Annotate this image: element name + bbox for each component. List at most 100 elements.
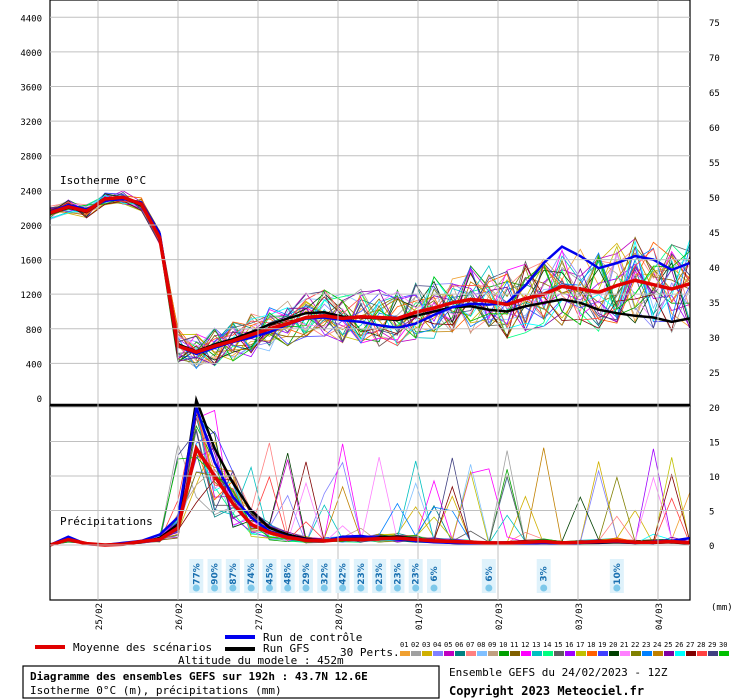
snow-probability-text: 77% [192, 563, 202, 585]
x-date-label: 04/03 [655, 603, 665, 630]
member-legend-label: 19 [598, 641, 606, 649]
member-line-upper [49, 201, 691, 364]
precip-label: Précipitations [60, 515, 153, 528]
member-legend-label: 08 [477, 641, 485, 649]
snowflake-icon [211, 584, 219, 592]
y-right-tick-label: 40 [709, 264, 720, 274]
member-legend: 01 02 03 04 05 06 07 08 09 10 11 12 13 14 15 16 17 18 19 20… [400, 641, 729, 656]
snowflake-icon [485, 584, 493, 592]
member-legend-label: 05 [444, 641, 452, 649]
series-line-upper [49, 197, 691, 356]
snow-probability-bg [262, 559, 277, 593]
member-legend-label: 30 [719, 641, 727, 649]
member-line-upper [49, 199, 691, 358]
ensemble-members-upper [49, 190, 691, 370]
member-legend-swatch [620, 651, 630, 656]
snowflake-icon [339, 584, 347, 592]
y-left-tick-label: 3200 [20, 118, 42, 128]
footer-box [22, 665, 440, 699]
member-legend-swatch [719, 651, 729, 656]
member-line-upper [49, 198, 691, 369]
main-series [49, 195, 691, 547]
member-legend-label: 25 [664, 641, 672, 649]
snow-probability-bg [372, 559, 387, 593]
snow-probability-bg [317, 559, 332, 593]
axes: 0400800120016002000240028003200360040004… [20, 0, 720, 630]
y-right-tick-label: 65 [709, 89, 720, 99]
snowflake-icon [247, 584, 255, 592]
member-legend-swatch [411, 651, 421, 656]
y-left-tick-label: 1600 [20, 257, 42, 267]
snowflake-icon [192, 584, 200, 592]
snow-probability-bg [390, 559, 405, 593]
snow-probability-row: 77% 90% 87% 74% 45% 48% 29% 32% 42% 23% 23% 23% 23% 6… [189, 559, 624, 593]
y-right-tick-label: 45 [709, 229, 720, 239]
member-legend-label: 02 [411, 641, 419, 649]
x-date-label: 27/02 [255, 603, 265, 630]
y-right-tick-label: 50 [709, 194, 720, 204]
member-line-lower [49, 461, 691, 546]
member-legend-label: 04 [433, 641, 441, 649]
member-legend-label: 29 [708, 641, 716, 649]
snowflake-icon [412, 584, 420, 592]
snowflake-icon [393, 584, 401, 592]
member-line-upper [49, 195, 691, 366]
y-right-tick-label: 25 [709, 369, 720, 379]
member-line-lower [49, 446, 691, 546]
snowflake-icon [265, 584, 273, 592]
y-left-tick-label: 4400 [20, 14, 42, 24]
x-date-label: 01/03 [415, 603, 425, 630]
snow-probability-text: 3% [540, 566, 550, 581]
lower-panel-frame [49, 405, 691, 601]
y-right-tick-label: 35 [709, 299, 720, 309]
legend-mean: Moyenne des scénarios [73, 641, 212, 654]
y-right-tick-label: 70 [709, 54, 720, 64]
member-legend-label: 23 [642, 641, 650, 649]
snow-probability-bg [280, 559, 295, 593]
member-legend-label: 17 [576, 641, 584, 649]
member-legend-swatch [587, 651, 597, 656]
y-left-tick-label: 2800 [20, 153, 42, 163]
y-left-tick-label: 2400 [20, 187, 42, 197]
snowflake-icon [357, 584, 365, 592]
y-left-tick-label: 3600 [20, 84, 42, 94]
member-line-upper [49, 197, 691, 362]
snow-probability-text: 23% [357, 563, 367, 585]
snow-probability-bg [536, 559, 551, 593]
member-legend-swatch [521, 651, 531, 656]
snow-probability-bg [353, 559, 368, 593]
snow-probability-bg [609, 559, 624, 593]
snow-probability-text: 90% [211, 563, 221, 585]
snow-probability-bg [189, 559, 204, 593]
member-legend-swatch [664, 651, 674, 656]
legend: Moyenne des scénarios Run de contrôle Ru… [35, 631, 729, 667]
member-legend-swatch [609, 651, 619, 656]
y-left-tick-label: 2000 [20, 222, 42, 232]
y-right-tick-label: 60 [709, 124, 720, 134]
member-legend-swatch [686, 651, 696, 656]
member-line-upper [49, 194, 691, 365]
member-legend-label: 12 [521, 641, 529, 649]
snow-probability-bg [225, 559, 240, 593]
y-left-tick-label: 4000 [20, 49, 42, 59]
series-line-lower [49, 444, 691, 547]
snow-probability-bg [427, 559, 441, 593]
member-legend-label: 21 [620, 641, 628, 649]
footer-copyright: Copyright 2023 Meteociel.fr [449, 684, 644, 698]
member-legend-swatch [433, 651, 443, 656]
member-legend-label: 24 [653, 641, 661, 649]
snow-probability-text: 23% [412, 563, 422, 585]
snow-probability-text: 6% [485, 566, 495, 581]
member-line-upper [49, 197, 691, 364]
member-legend-label: 15 [554, 641, 562, 649]
x-date-label: 26/02 [175, 603, 185, 630]
snow-probability-text: 42% [339, 563, 349, 585]
y-right-tick-label: 75 [709, 19, 720, 29]
member-legend-label: 14 [543, 641, 551, 649]
y-right-tick-label: 30 [709, 334, 720, 344]
snowflake-icon [320, 584, 328, 592]
member-legend-swatch [708, 651, 718, 656]
member-legend-swatch [488, 651, 498, 656]
member-line-lower [49, 447, 691, 546]
